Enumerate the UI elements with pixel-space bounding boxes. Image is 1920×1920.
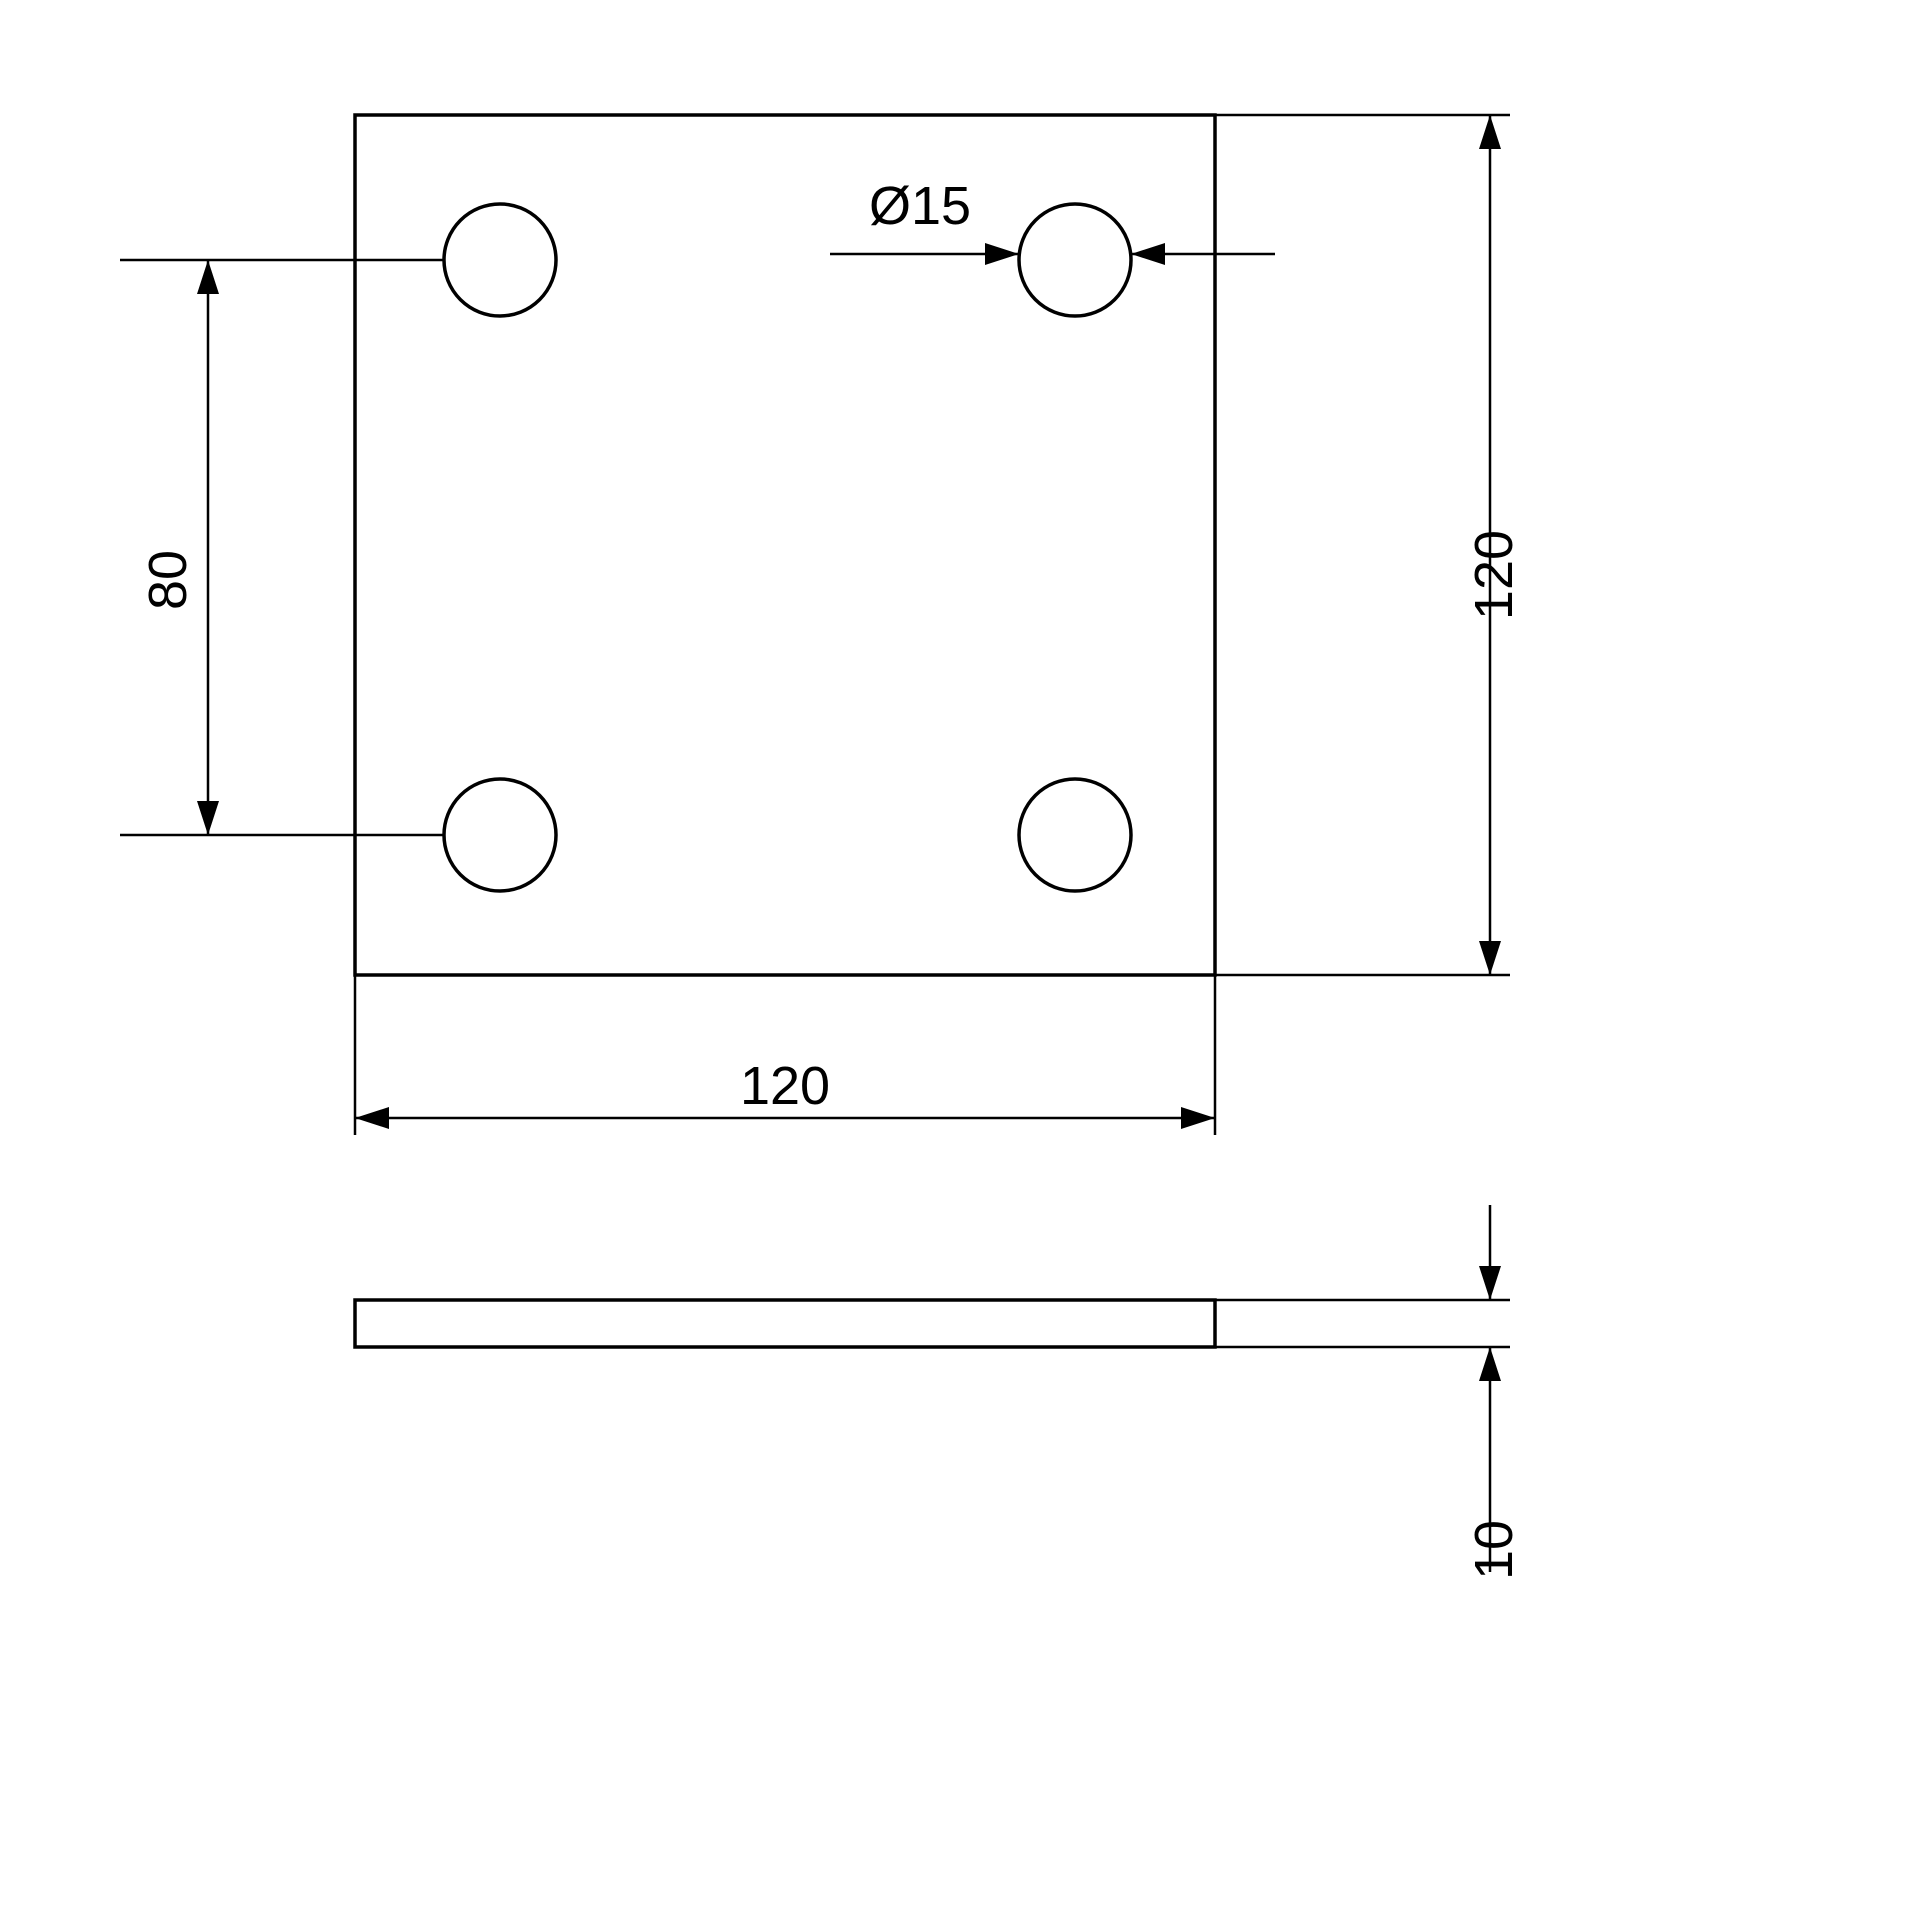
hole-circle [444,204,556,316]
dim-height-label: 120 [1464,530,1524,620]
hole-circle [444,779,556,891]
dim-hole-spacing-label: 80 [138,550,198,610]
dim-thickness: 10 [1215,1205,1524,1580]
dim-diameter: Ø15 [830,176,1275,265]
hole-circle [1019,779,1131,891]
side-view [355,1300,1215,1347]
dim-thickness-label: 10 [1464,1520,1524,1580]
dim-height: 120 [1215,115,1524,975]
dim-width-label: 120 [740,1056,830,1116]
dim-diameter-label: Ø15 [869,176,971,236]
top-view [355,115,1215,975]
dim-hole-spacing: 80 [120,260,444,835]
technical-drawing: Ø15 80 120 120 10 [0,0,1920,1920]
hole-circle [1019,204,1131,316]
dim-width: 120 [355,975,1215,1135]
